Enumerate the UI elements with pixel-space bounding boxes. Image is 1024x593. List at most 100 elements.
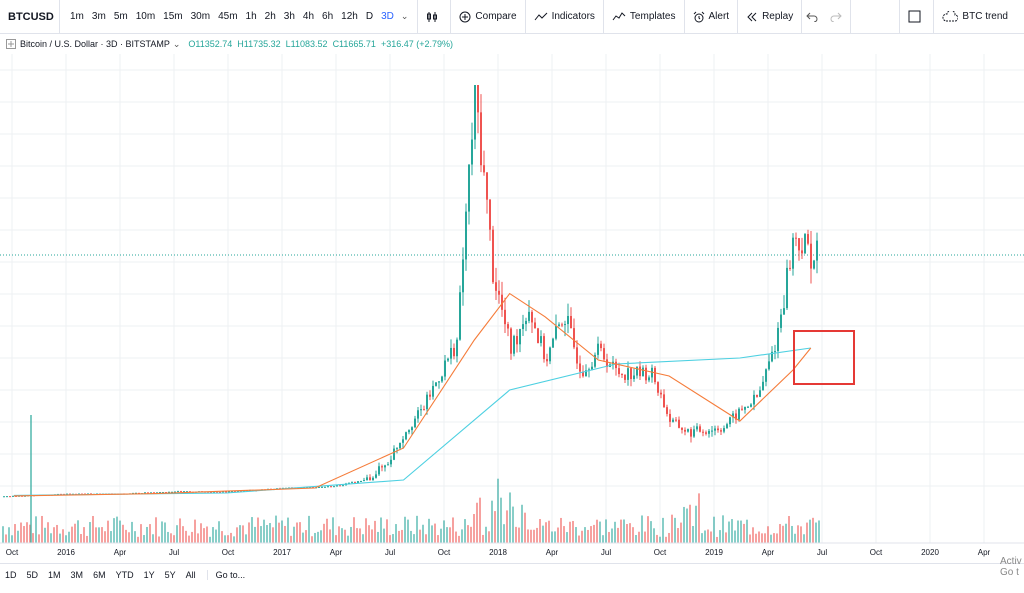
candle-body <box>219 492 221 494</box>
save-layout-button[interactable]: BTC trend <box>934 0 1024 33</box>
interval-3h[interactable]: 3h <box>283 11 295 22</box>
redo-button[interactable] <box>826 0 852 33</box>
symbol-search[interactable]: BTCUSD <box>0 0 60 33</box>
volume-bar <box>575 527 577 543</box>
candle-body <box>153 492 155 494</box>
volume-bar <box>563 526 565 543</box>
interval-3D[interactable]: 3D <box>381 11 394 22</box>
volume-bar <box>635 535 637 543</box>
legend-change: +316.47 (+2.79%) <box>380 39 453 49</box>
interval-6h[interactable]: 6h <box>322 11 334 22</box>
price-chart[interactable]: Oct 2016 Apr Jul Oct 2017 Apr Jul Oct 2018 Apr Jul O… <box>0 54 1024 563</box>
volume-bar <box>206 526 208 543</box>
indicators-button[interactable]: Indicators <box>526 0 604 33</box>
range-5Y[interactable]: 5Y <box>164 570 176 580</box>
interval-dropdown-icon[interactable]: ⌄ <box>400 11 409 21</box>
range-1D[interactable]: 1D <box>5 570 17 580</box>
volume-bar <box>677 528 679 543</box>
candle-body <box>678 419 680 428</box>
candle-body <box>432 385 434 397</box>
undo-button[interactable] <box>802 0 826 33</box>
volume-bar <box>767 526 769 543</box>
volume-bar <box>749 534 751 543</box>
candle-body <box>441 376 443 382</box>
candle-body <box>387 464 389 466</box>
volume-bar <box>104 531 106 543</box>
candle-body <box>408 430 410 433</box>
right-tools: BTC trend <box>899 0 1024 33</box>
volume-bar <box>92 515 94 543</box>
candle-body <box>6 496 8 498</box>
volume-bar <box>491 500 493 543</box>
expand-icon[interactable] <box>6 39 16 49</box>
range-1Y[interactable]: 1Y <box>143 570 155 580</box>
interval-10m[interactable]: 10m <box>135 11 156 22</box>
replay-button[interactable]: Replay <box>738 0 803 33</box>
volume-bar <box>455 531 457 543</box>
interval-15m[interactable]: 15m <box>163 11 183 22</box>
candle-body <box>486 172 488 200</box>
volume-bar <box>299 522 301 543</box>
candle-body <box>690 429 692 437</box>
chart-type-button[interactable] <box>418 0 452 33</box>
volume-bar <box>326 518 328 543</box>
interval-3m[interactable]: 3m <box>91 11 106 22</box>
candle-body <box>573 328 575 348</box>
candle-body <box>372 477 374 481</box>
volume-bar <box>758 531 760 543</box>
volume-bar <box>182 526 184 543</box>
candle-body <box>522 324 524 330</box>
candle-body <box>684 429 686 432</box>
volume-bar <box>329 529 331 543</box>
volume-bar <box>611 528 613 543</box>
candle-body <box>396 448 398 450</box>
compare-button[interactable]: Compare <box>451 0 526 33</box>
volume-bar <box>815 522 817 543</box>
candle-body <box>456 339 458 357</box>
legend-title[interactable]: Bitcoin / U.S. Dollar · 3D · BITSTAMP <box>20 39 170 49</box>
interval-30m[interactable]: 30m <box>190 11 211 22</box>
interval-5m[interactable]: 5m <box>113 11 128 22</box>
volume-bar <box>107 520 109 543</box>
volume-bar <box>551 531 553 543</box>
goto-button[interactable]: Go to... <box>206 570 254 580</box>
interval-D[interactable]: D <box>365 11 374 22</box>
range-6M[interactable]: 6M <box>93 570 106 580</box>
interval-2h[interactable]: 2h <box>264 11 276 22</box>
volume-bar <box>560 517 562 543</box>
range-5D[interactable]: 5D <box>26 570 39 580</box>
candle-body <box>309 487 311 489</box>
range-YTD[interactable]: YTD <box>115 570 134 580</box>
candle-body <box>462 259 464 293</box>
candle-body <box>714 428 716 431</box>
volume-bar <box>680 522 682 543</box>
range-All[interactable]: All <box>185 570 196 580</box>
fullscreen-button[interactable] <box>899 0 935 33</box>
volume-bar <box>209 536 211 543</box>
volume-bar <box>185 530 187 543</box>
volume-bar <box>557 527 559 543</box>
candle-body <box>447 358 449 361</box>
interval-12h[interactable]: 12h <box>341 11 358 22</box>
volume-bar <box>380 517 382 543</box>
candle-body <box>324 486 326 488</box>
volume-bar <box>725 532 727 543</box>
alert-button[interactable]: Alert <box>685 0 739 33</box>
volume-bar <box>194 519 196 543</box>
interval-1m[interactable]: 1m <box>70 11 84 22</box>
volume-bar <box>416 515 418 543</box>
candle-body <box>471 139 473 165</box>
interval-1h[interactable]: 1h <box>245 11 257 22</box>
range-3M[interactable]: 3M <box>70 570 84 580</box>
chevron-down-icon[interactable]: ⌄ <box>172 38 181 49</box>
candle-body <box>636 366 638 376</box>
templates-button[interactable]: Templates <box>604 0 685 33</box>
candle-body <box>720 430 722 432</box>
interval-4h[interactable]: 4h <box>302 11 315 22</box>
candle-body <box>351 482 353 484</box>
range-1M[interactable]: 1M <box>48 570 61 580</box>
interval-45m[interactable]: 45m <box>218 11 238 22</box>
candle-body <box>411 427 413 431</box>
volume-bar <box>665 536 667 543</box>
volume-bar <box>239 525 241 543</box>
